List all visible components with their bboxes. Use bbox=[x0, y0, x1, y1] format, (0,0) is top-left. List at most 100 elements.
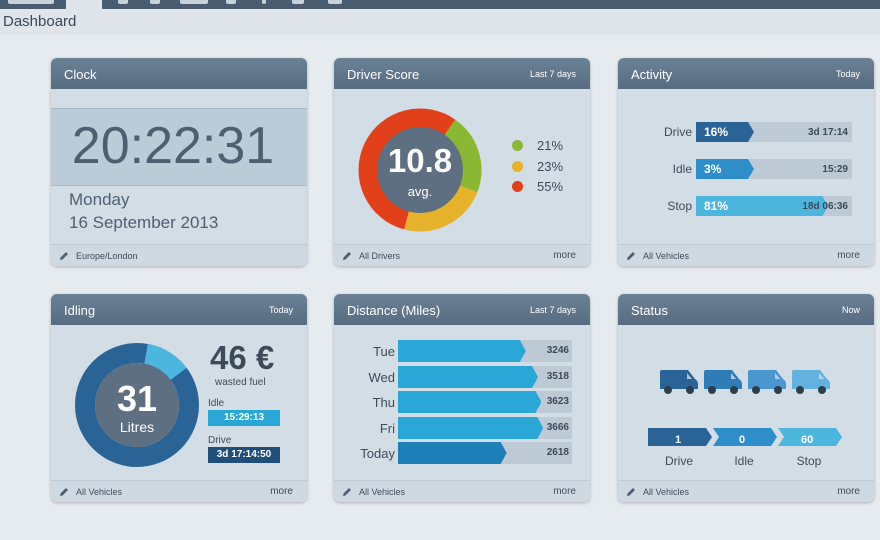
stop-count: 60 bbox=[801, 434, 814, 446]
panel-period: Today bbox=[835, 69, 860, 79]
toolbar-icon[interactable] bbox=[292, 0, 304, 4]
more-link[interactable]: more bbox=[837, 250, 860, 261]
activity-bar bbox=[696, 196, 829, 216]
toolbar-icon[interactable] bbox=[262, 0, 266, 4]
status-chevron bbox=[648, 428, 712, 446]
distance-day-label: Tue bbox=[373, 344, 395, 359]
activity-label: Stop bbox=[667, 199, 692, 213]
more-link[interactable]: more bbox=[553, 250, 576, 261]
driver-score-panel: Driver Score Last 7 days 10.8 avg. 21% 2… bbox=[334, 58, 590, 266]
toolbar-icon[interactable] bbox=[180, 0, 208, 4]
toolbar-icon[interactable] bbox=[150, 0, 160, 4]
activity-bar-fill bbox=[696, 196, 829, 216]
footer-label: All Vehicles bbox=[643, 487, 690, 497]
panel-header: Idling Today bbox=[51, 294, 307, 325]
panel-header: Activity Today bbox=[618, 58, 874, 89]
van-icon bbox=[704, 370, 742, 394]
more-link[interactable]: more bbox=[553, 486, 576, 497]
clock-time: 20:22:31 bbox=[71, 117, 275, 175]
edit-pencil-icon[interactable] bbox=[342, 487, 352, 497]
idling-center bbox=[95, 363, 179, 447]
panel-period: Today bbox=[268, 305, 293, 315]
idling-ring bbox=[75, 343, 199, 467]
wasted-fuel-label: wasted fuel bbox=[215, 377, 266, 388]
distance-bar-fill bbox=[398, 416, 544, 439]
panel-footer: All Drivers more bbox=[334, 244, 590, 266]
score-segment bbox=[404, 185, 478, 232]
distance-panel: Distance (Miles) Last 7 days Tue 3246 Wed 3… bbox=[334, 294, 590, 502]
score-center bbox=[377, 127, 463, 213]
distance-bar-fill bbox=[398, 365, 538, 388]
panel-title: Clock bbox=[64, 67, 97, 82]
status-chevron bbox=[778, 428, 842, 446]
panel-title: Status bbox=[631, 303, 668, 318]
legend-value: 23% bbox=[537, 159, 564, 174]
activity-percent: 16% bbox=[704, 125, 729, 139]
activity-bar-fill bbox=[696, 122, 754, 142]
panel-title: Idling bbox=[64, 303, 96, 318]
activity-percent: 81% bbox=[704, 199, 729, 213]
edit-pencil-icon[interactable] bbox=[342, 251, 352, 261]
toolbar-icon[interactable] bbox=[118, 0, 128, 4]
score-donut-segments bbox=[358, 108, 482, 232]
distance-bar-fill bbox=[398, 340, 526, 362]
legend-value: 21% bbox=[537, 138, 564, 153]
activity-percent: 3% bbox=[704, 162, 722, 176]
edit-pencil-icon[interactable] bbox=[626, 251, 636, 261]
more-link[interactable]: more bbox=[270, 486, 293, 497]
distance-day-label: Today bbox=[360, 446, 395, 462]
footer-label: Europe/London bbox=[76, 251, 138, 261]
distance-bar bbox=[398, 340, 526, 362]
distance-bar-fill bbox=[398, 391, 542, 414]
edit-pencil-icon[interactable] bbox=[59, 251, 69, 261]
distance-value: 2618 bbox=[546, 447, 569, 459]
activity-time: 18d 06:36 bbox=[802, 201, 848, 212]
distance-bar bbox=[398, 416, 544, 439]
score-value: 10.8 bbox=[388, 142, 452, 179]
idling-unit: Litres bbox=[120, 419, 154, 435]
legend-value: 55% bbox=[537, 179, 564, 194]
title-bar bbox=[0, 9, 880, 35]
distance-bar bbox=[398, 391, 542, 414]
distance-value: 3518 bbox=[546, 370, 569, 382]
activity-label: Drive bbox=[663, 125, 692, 139]
idling-donut: 31 Litres bbox=[75, 343, 199, 467]
activity-time: 15:29 bbox=[822, 164, 848, 175]
van-icon bbox=[748, 370, 786, 394]
toolbar-tab-active[interactable] bbox=[66, 0, 102, 9]
distance-value: 3623 bbox=[546, 396, 569, 408]
edit-pencil-icon[interactable] bbox=[626, 487, 636, 497]
panel-title: Distance (Miles) bbox=[347, 303, 441, 318]
toolbar-menu-icon[interactable] bbox=[8, 0, 54, 4]
panel-header: Clock bbox=[51, 58, 307, 89]
toolbar-icon[interactable] bbox=[328, 0, 342, 4]
edit-pencil-icon[interactable] bbox=[59, 487, 69, 497]
toolbar-icon[interactable] bbox=[226, 0, 236, 4]
activity-time: 3d 17:14 bbox=[807, 127, 848, 138]
page-title: Dashboard bbox=[3, 13, 77, 30]
status-chevrons bbox=[648, 428, 842, 446]
idle-label: Idle bbox=[208, 398, 225, 409]
panel-header: Distance (Miles) Last 7 days bbox=[334, 294, 590, 325]
drive-label: Drive bbox=[664, 454, 693, 468]
idle-arc bbox=[143, 343, 187, 381]
driver-score-donut: 10.8 avg. bbox=[358, 108, 482, 232]
vehicle-icons bbox=[660, 370, 830, 394]
distance-value: 3666 bbox=[546, 421, 569, 433]
distance-day-label: Fri bbox=[379, 420, 395, 436]
panel-period: Now bbox=[841, 305, 860, 315]
panel-header: Status Now bbox=[618, 294, 874, 325]
footer-label: All Vehicles bbox=[359, 487, 406, 497]
clock-date: 16 September 2013 bbox=[69, 213, 219, 232]
score-segment bbox=[358, 108, 456, 230]
more-link[interactable]: more bbox=[837, 486, 860, 497]
wasted-cost: 46 € bbox=[210, 339, 275, 376]
score-segment bbox=[444, 119, 482, 193]
panel-period: Last 7 days bbox=[529, 69, 576, 79]
panel-footer: All Vehicles more bbox=[618, 244, 874, 266]
panel-title: Activity bbox=[631, 67, 673, 82]
distance-bar-fill bbox=[398, 442, 507, 465]
clock-band bbox=[51, 108, 307, 186]
distance-day-label: Wed bbox=[368, 369, 396, 385]
drive-label: Drive bbox=[208, 435, 232, 446]
